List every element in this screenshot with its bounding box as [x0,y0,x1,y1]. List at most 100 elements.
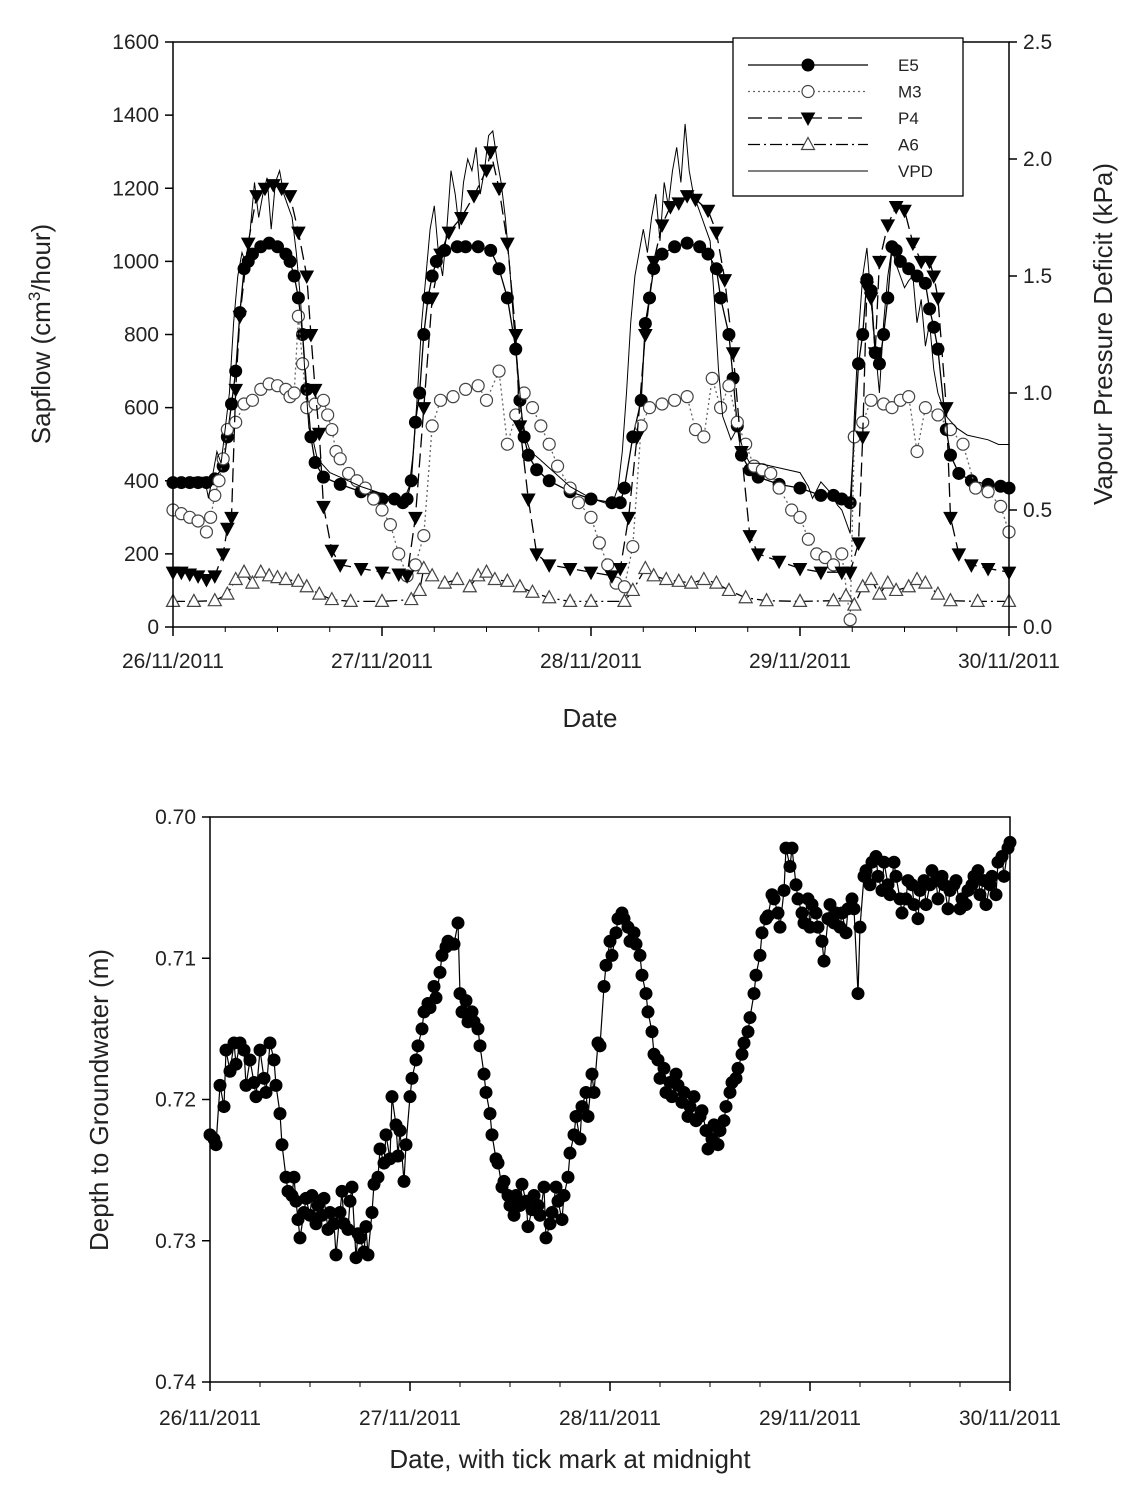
point-e5 [500,291,514,305]
point-e5 [459,240,473,254]
legend-item-vpd: VPD [748,162,933,181]
point-m3 [459,382,473,396]
groundwater-point [267,1053,281,1067]
point-p4 [926,270,942,285]
point-a6 [855,578,871,593]
point-e5 [291,291,305,305]
point-m3 [601,558,615,572]
series-line-p4 [173,151,1010,581]
point-a6 [253,563,269,578]
groundwater-point [473,1039,487,1053]
series-p4 [165,146,1017,588]
groundwater-point [259,1085,273,1099]
groundwater-point [507,1208,521,1222]
point-e5 [521,448,535,462]
sapflow-x-tick-label: 26/11/2011 [122,650,224,673]
point-a6 [324,591,340,606]
groundwater-point [273,1107,287,1121]
point-m3 [563,481,577,495]
groundwater-point [361,1248,375,1262]
point-m3 [885,401,899,415]
point-m3 [534,419,548,433]
point-p4 [583,566,599,581]
groundwater-point [605,948,619,962]
groundwater-x-tick-label: 27/11/2011 [359,1407,461,1430]
point-p4 [316,500,331,515]
series-vpd [173,123,1009,534]
groundwater-point [269,1078,283,1092]
point-e5 [271,240,284,254]
sapflow-legend: E5 M3 P4 A6 VPD [732,37,964,197]
groundwater-point [515,1177,529,1191]
groundwater-point [911,912,925,926]
groundwater-point [997,869,1011,883]
groundwater-point [411,1039,425,1053]
groundwater-x-axis-label: Date, with tick mark at midnight [389,1444,751,1474]
groundwater-point [783,859,797,873]
point-a6 [683,574,699,589]
groundwater-point [907,898,921,912]
point-e5 [814,488,828,502]
groundwater-point [719,1100,733,1114]
point-p4 [612,563,628,577]
point-a6 [403,591,419,606]
vpd-y-tick-label: 1.5 [1023,265,1052,288]
groundwater-point [459,994,473,1008]
point-p4 [604,570,620,584]
point-p4 [433,248,448,263]
sapflow-y-tick-label: 1000 [112,250,159,273]
point-e5 [793,481,807,495]
point-p4 [491,182,507,197]
point-m3 [680,390,694,404]
groundwater-point [293,1231,307,1245]
groundwater-point [317,1191,331,1205]
point-e5 [613,496,627,510]
point-p4 [654,219,670,233]
sapflow-y-tick-label: 200 [124,543,159,566]
point-p4 [771,555,787,570]
point-p4 [303,329,319,343]
legend-label-a6: A6 [898,136,919,155]
point-p4 [479,164,494,179]
point-m3 [667,393,682,407]
groundwater-point [919,898,933,912]
point-e5 [229,364,243,378]
point-a6 [721,582,737,597]
legend-item-p4: P4 [748,109,919,128]
point-a6 [499,573,515,587]
groundwater-point [479,1085,493,1099]
groundwater-chart: 0.70 0.71 0.72 0.73 0.74 26/11/2011 27/11/201… [84,806,1061,1474]
point-m3 [425,419,439,433]
point-m3 [212,474,226,488]
groundwater-point [771,906,785,920]
legend-label-m3: M3 [898,83,922,102]
legend-item-e5: E5 [748,56,919,75]
point-m3 [918,401,933,415]
groundwater-point [669,1067,683,1081]
groundwater-point [557,1189,571,1203]
point-m3 [592,536,606,550]
point-m3 [902,390,916,404]
sapflow-y-label-part2: /hour) [26,224,56,292]
point-m3 [994,499,1008,513]
groundwater-point [971,864,985,878]
point-m3 [801,532,815,546]
point-m3 [525,401,540,415]
point-p4 [742,530,758,544]
point-p4 [307,383,323,398]
point-e5 [918,276,932,290]
sapflow-chart: 0 200 400 600 800 1000 1200 1400 1600 0.0 0.5 1.0 1… [25,31,1118,733]
point-m3 [500,437,514,451]
point-a6 [343,593,359,608]
groundwater-point [741,1025,755,1039]
vpd-y-ticks: 0.0 0.5 1.0 1.5 2.0 2.5 [1009,31,1052,639]
point-p4 [964,559,979,573]
point-e5 [638,317,652,331]
groundwater-point [287,1170,301,1184]
point-m3 [341,466,356,481]
groundwater-point [539,1231,553,1245]
point-m3 [471,379,485,393]
groundwater-point [477,1067,491,1081]
groundwater-point [521,1220,535,1234]
point-e5 [910,269,924,283]
